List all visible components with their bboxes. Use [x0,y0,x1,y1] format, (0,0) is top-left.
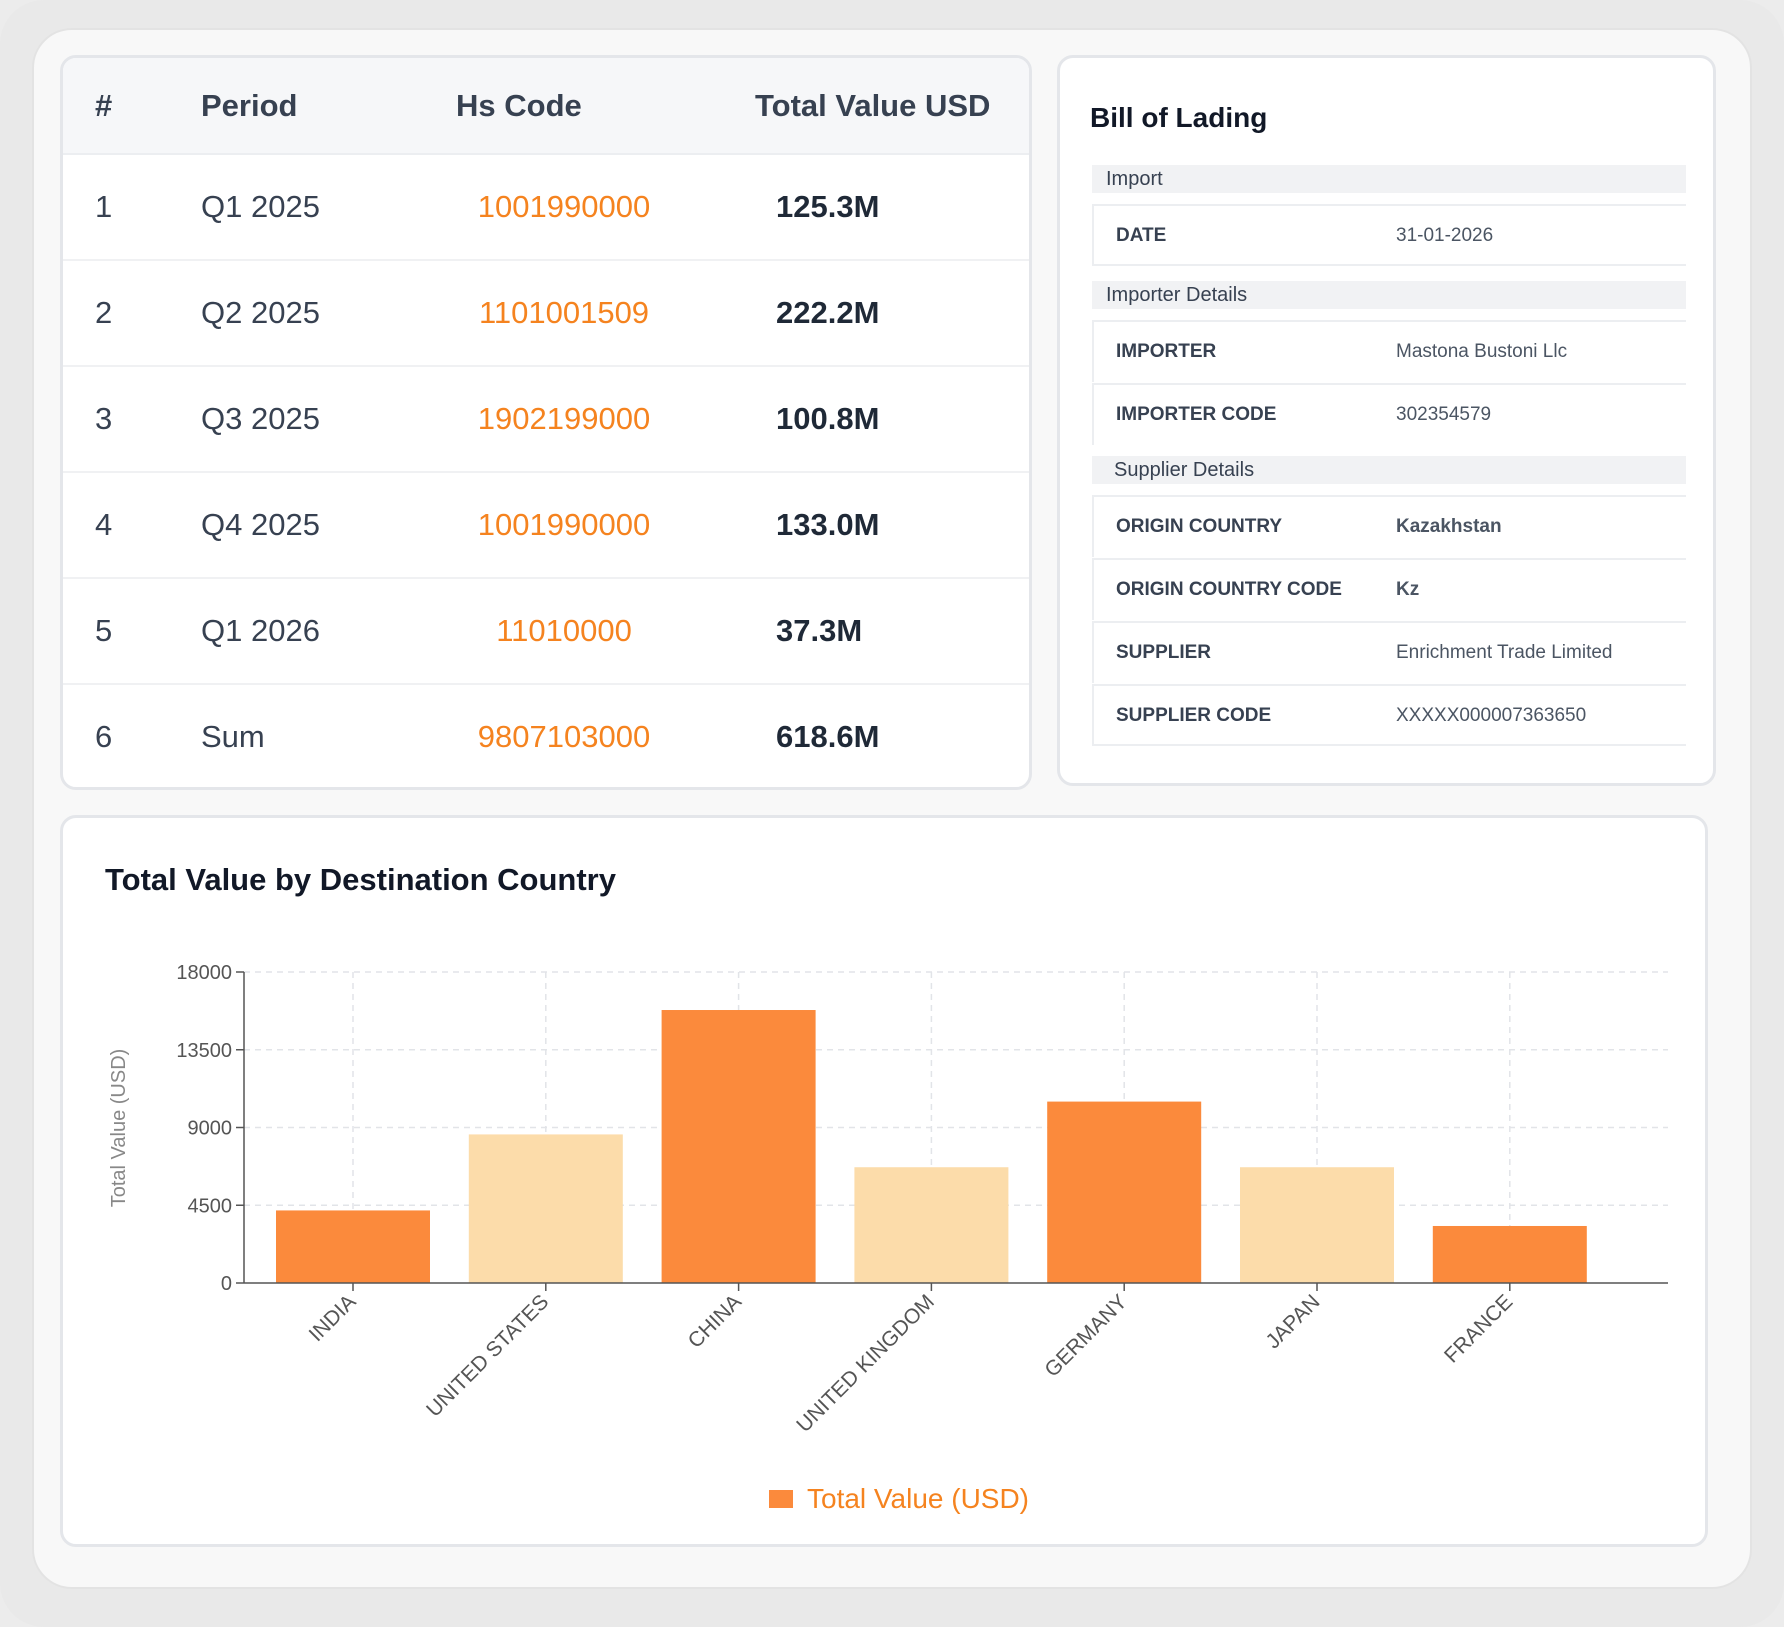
chart-legend[interactable]: Total Value (USD) [769,1483,1029,1515]
field-row: ORIGIN COUNTRY Kazakhstan [1092,495,1686,557]
row-num: 5 [95,613,113,648]
table-row: 1 Q1 2025 1001990000 125.3M [63,155,1029,261]
field-key: ORIGIN COUNTRY CODE [1116,579,1342,600]
x-tick-label: UNITED STATES [422,1290,553,1421]
field-row: ORIGIN COUNTRY CODE Kz [1092,558,1686,620]
field-value: Enrichment Trade Limited [1396,642,1613,663]
field-row: IMPORTER CODE 302354579 [1092,383,1686,445]
row-num: 6 [95,719,113,754]
x-tick-label: INDIA [305,1290,361,1346]
row-num: 3 [95,401,113,436]
y-tick-label: 0 [221,1273,232,1295]
field-key: SUPPLIER [1116,642,1212,663]
x-tick-label: FRANCE [1440,1290,1517,1367]
row-num: 4 [95,507,113,542]
row-period: Q3 2025 [201,401,320,436]
field-key: IMPORTER [1116,341,1217,362]
header-num[interactable]: # [95,88,113,123]
bar-china [661,1010,816,1283]
field-value: Kz [1396,579,1420,600]
field-value: 31-01-2026 [1396,225,1494,246]
destination-chart-card: Total Value by Destination Country 0 4500… [60,815,1708,1547]
row-hs-code-link[interactable]: 1902199000 [477,401,651,436]
row-period: Q2 2025 [201,295,320,330]
bar-united-states [468,1134,623,1283]
x-tick-label: GERMANY [1040,1290,1131,1381]
row-total-value: 133.0M [776,507,880,542]
row-total-value: 125.3M [776,189,880,224]
header-period[interactable]: Period [201,88,298,123]
row-hs-code-link[interactable]: 1001990000 [477,189,651,224]
section-heading-import: Import [1092,165,1686,193]
legend-swatch [769,1490,793,1508]
x-tick-label: CHINA [684,1290,746,1352]
bar-chart: 0 4500 9000 13500 18000 INDIA UNITED STATES CHI… [108,962,1668,1437]
row-period: Q4 2025 [201,507,320,542]
table-row: 2 Q2 2025 1101001509 222.2M [63,261,1029,367]
bar-france [1432,1225,1587,1283]
field-value: Kazakhstan [1396,516,1502,537]
table-row: 4 Q4 2025 1001990000 133.0M [63,473,1029,579]
bar-germany [1047,1101,1202,1283]
table-row: 3 Q3 2025 1902199000 100.8M [63,367,1029,473]
chart-title: Total Value by Destination Country [105,862,616,897]
row-hs-code-link[interactable]: 1101001509 [478,295,650,330]
row-hs-code-link[interactable]: 1001990000 [477,507,651,542]
row-total-value: 37.3M [776,613,863,648]
row-num: 2 [95,295,113,330]
row-hs-code-link[interactable]: 9807103000 [477,719,651,754]
field-row: SUPPLIER CODE XXXXX000007363650 [1092,684,1686,746]
y-tick-label: 13500 [176,1040,232,1062]
y-axis-label: Total Value (USD) [108,1049,130,1208]
field-value: Mastona Bustoni Llc [1396,341,1568,362]
legend-label: Total Value (USD) [807,1483,1030,1514]
field-row: SUPPLIER Enrichment Trade Limited [1092,621,1686,683]
bar-japan [1240,1167,1394,1283]
row-period: Q1 2026 [201,613,320,648]
row-period: Q1 2025 [201,189,320,224]
bill-of-lading-card: Bill of Lading Import DATE 31-01-2026 Im… [1057,55,1716,786]
row-hs-code-link[interactable]: 11010000 [496,613,632,648]
header-total-value[interactable]: Total Value USD [755,88,991,123]
header-hs-code[interactable]: Hs Code [456,88,582,123]
period-table-card: # Period Hs Code Total Value USD 1 Q1 20… [60,55,1032,790]
field-row: DATE 31-01-2026 [1092,204,1686,266]
section-heading-importer: Importer Details [1092,281,1686,309]
bill-of-lading-title: Bill of Lading [1090,102,1268,133]
bar-india [276,1210,430,1283]
field-key: ORIGIN COUNTRY [1116,516,1283,537]
table-header: # Period Hs Code Total Value USD [63,58,1029,155]
x-tick-label: JAPAN [1262,1290,1325,1353]
table-row: 5 Q1 2026 11010000 37.3M [63,579,1029,685]
field-row: IMPORTER Mastona Bustoni Llc [1092,320,1686,382]
bar-united-kingdom [854,1167,1009,1283]
field-key: DATE [1116,225,1167,246]
row-total-value: 100.8M [776,401,880,436]
field-value: XXXXX000007363650 [1396,705,1587,726]
y-tick-label: 9000 [188,1118,233,1140]
field-key: IMPORTER CODE [1116,404,1277,425]
field-value: 302354579 [1396,404,1492,425]
table-row: 6 Sum 9807103000 618.6M [63,685,1029,787]
field-key: SUPPLIER CODE [1116,705,1272,726]
y-tick-label: 4500 [188,1195,233,1217]
x-tick-label: UNITED KINGDOM [792,1290,939,1437]
section-heading-supplier: Supplier Details [1092,456,1686,484]
row-period: Sum [201,719,265,754]
row-total-value: 618.6M [776,719,880,754]
y-tick-label: 18000 [176,962,232,984]
row-total-value: 222.2M [776,295,880,330]
row-num: 1 [95,189,113,224]
